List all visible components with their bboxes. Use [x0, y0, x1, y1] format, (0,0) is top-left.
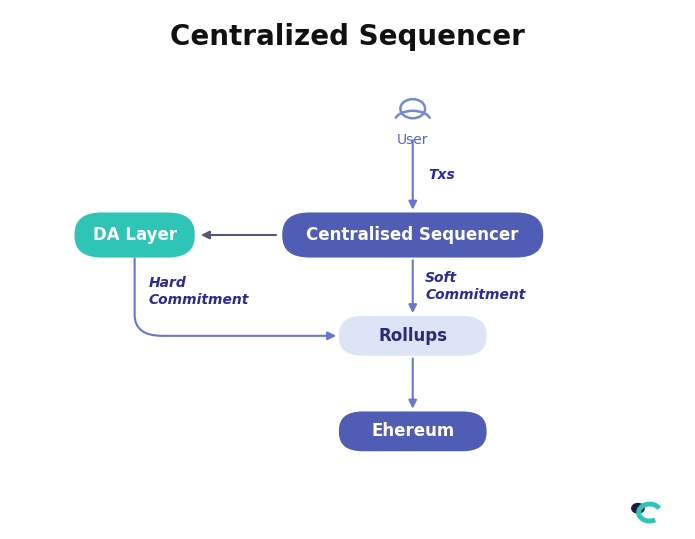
Text: Rollups: Rollups: [378, 327, 448, 345]
Text: Soft
Commitment: Soft Commitment: [425, 271, 525, 302]
Text: Ehereum: Ehereum: [371, 423, 455, 440]
Text: DA Layer: DA Layer: [92, 226, 177, 244]
Text: Txs: Txs: [428, 168, 455, 182]
FancyBboxPatch shape: [339, 316, 486, 356]
FancyBboxPatch shape: [282, 212, 543, 258]
Text: Centralized Sequencer: Centralized Sequencer: [170, 23, 525, 51]
Text: User: User: [397, 133, 429, 147]
Text: Hard
Commitment: Hard Commitment: [148, 276, 249, 307]
FancyBboxPatch shape: [339, 411, 486, 451]
Circle shape: [632, 503, 644, 513]
FancyBboxPatch shape: [74, 212, 195, 258]
Text: Centralised Sequencer: Centralised Sequencer: [306, 226, 519, 244]
